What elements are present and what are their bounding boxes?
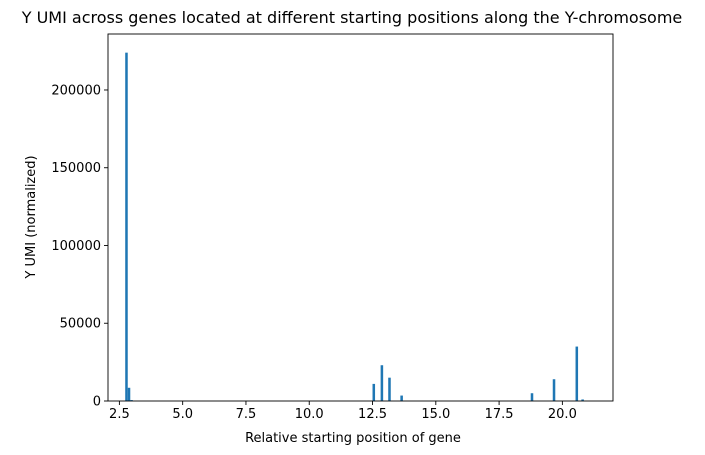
bar xyxy=(575,346,579,401)
y-tick-label: 100000 xyxy=(51,239,101,254)
bar xyxy=(372,383,376,401)
bar xyxy=(388,377,391,401)
x-tick-label: 7.5 xyxy=(236,407,257,422)
bar xyxy=(130,400,133,401)
x-axis-label: Relative starting position of gene xyxy=(245,431,461,446)
bar xyxy=(400,395,403,401)
y-tick-label: 150000 xyxy=(51,161,101,176)
bar xyxy=(552,379,556,401)
x-tick-label: 12.5 xyxy=(358,407,387,422)
y-tick-label: 0 xyxy=(93,395,101,410)
chart-title: Y UMI across genes located at different … xyxy=(21,8,683,27)
bar xyxy=(380,365,384,401)
bar xyxy=(530,393,534,401)
y-tick-label: 50000 xyxy=(60,317,101,332)
axes-frame xyxy=(107,33,614,402)
plot-area: 2.5 5.0 7.5 10.0 12.5 15.0 17.5 20.0 0 50000 10000… xyxy=(51,33,614,422)
x-tick-label: 20.0 xyxy=(548,407,577,422)
y-tick-label: 200000 xyxy=(51,83,101,98)
x-tick-label: 17.5 xyxy=(485,407,514,422)
x-tick-label: 15.0 xyxy=(421,407,450,422)
bar xyxy=(581,399,584,401)
y-axis-label: Y UMI (normalized) xyxy=(24,155,39,279)
x-tick-label: 2.5 xyxy=(109,407,130,422)
x-tick-label: 10.0 xyxy=(295,407,324,422)
bar xyxy=(127,387,131,401)
x-tick-label: 5.0 xyxy=(172,407,193,422)
bar xyxy=(125,52,128,402)
